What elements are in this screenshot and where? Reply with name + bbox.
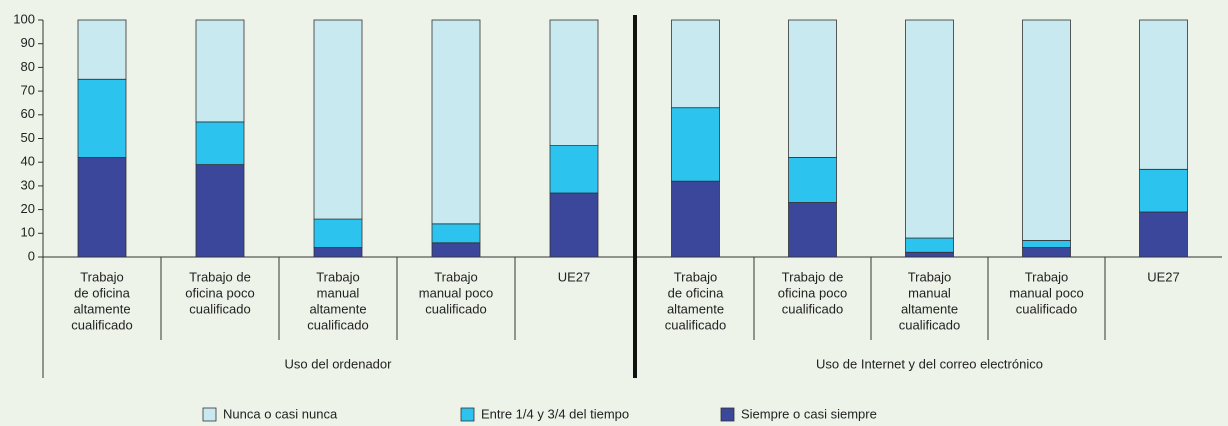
bar-segment: [671, 180, 720, 258]
x-tick-label: altamente: [73, 301, 130, 316]
bar-segment: [77, 19, 127, 80]
bar-segment: [549, 192, 599, 258]
x-tick-label: UE27: [558, 269, 591, 284]
bar-segment: [77, 78, 127, 158]
bar-segment: [195, 164, 245, 258]
x-tick-label: de oficina: [74, 285, 130, 300]
bar-segment: [1022, 240, 1071, 248]
y-tick-label: 100: [13, 11, 35, 26]
bar-segment: [788, 19, 837, 158]
y-tick-label: 60: [21, 106, 35, 121]
bar-segment: [905, 19, 954, 239]
x-tick-label: cualificado: [71, 317, 132, 332]
x-tick-label: cualificado: [899, 317, 960, 332]
x-tick-label: altamente: [901, 301, 958, 316]
bar-segment: [1139, 211, 1188, 258]
x-tick-label: cualificado: [425, 301, 486, 316]
bar-segment: [431, 223, 481, 244]
bar-segment: [905, 251, 954, 258]
bar-segment: [905, 237, 954, 253]
x-tick-label: Trabajo de: [782, 269, 844, 284]
group-label: Uso del ordenador: [285, 356, 393, 371]
x-tick-label: cualificado: [189, 301, 250, 316]
y-tick-label: 10: [21, 225, 35, 240]
bar-segment: [195, 121, 245, 165]
y-tick-label: 90: [21, 35, 35, 50]
x-tick-label: altamente: [309, 301, 366, 316]
x-tick-label: manual: [317, 285, 360, 300]
legend-label: Entre 1/4 y 3/4 del tiempo: [481, 406, 629, 421]
x-tick-label: cualificado: [307, 317, 368, 332]
bar-segment: [313, 218, 363, 248]
bar-segment: [313, 247, 363, 258]
bar-segment: [1022, 247, 1071, 258]
y-tick-label: 0: [28, 248, 35, 263]
x-tick-label: Trabajo: [80, 269, 124, 284]
group-label: Uso de Internet y del correo electrónico: [816, 356, 1043, 371]
legend-swatch: [720, 407, 735, 422]
bar-segment: [671, 19, 720, 109]
x-tick-label: manual: [908, 285, 951, 300]
bar-segment: [1022, 19, 1071, 241]
x-tick-label: altamente: [667, 301, 724, 316]
x-tick-label: Trabajo de: [189, 269, 251, 284]
y-tick-label: 20: [21, 201, 35, 216]
y-tick-label: 40: [21, 154, 35, 169]
legend-swatch: [460, 407, 475, 422]
y-tick-label: 50: [21, 130, 35, 145]
x-tick-label: UE27: [1147, 269, 1180, 284]
bar-segment: [788, 157, 837, 203]
bar-segment: [788, 202, 837, 258]
bar-segment: [549, 145, 599, 194]
x-tick-label: Trabajo: [674, 269, 718, 284]
bar-segment: [77, 157, 127, 258]
bar-segment: [549, 19, 599, 147]
x-tick-label: de oficina: [668, 285, 724, 300]
x-tick-label: manual poco: [1009, 285, 1083, 300]
x-tick-label: oficina poco: [185, 285, 254, 300]
bar-segment: [671, 107, 720, 182]
bar-segment: [431, 242, 481, 258]
x-tick-label: cualificado: [665, 317, 726, 332]
bar-segment: [195, 19, 245, 123]
bar-segment: [1139, 168, 1188, 213]
x-tick-label: Trabajo: [316, 269, 360, 284]
x-tick-label: cualificado: [782, 301, 843, 316]
x-tick-label: Trabajo: [1025, 269, 1069, 284]
legend-swatch: [202, 407, 217, 422]
x-tick-label: manual poco: [419, 285, 493, 300]
bar-segment: [313, 19, 363, 220]
y-tick-label: 80: [21, 59, 35, 74]
y-tick-label: 70: [21, 83, 35, 98]
legend-label: Siempre o casi siempre: [741, 406, 877, 421]
x-tick-label: Trabajo: [908, 269, 952, 284]
legend-label: Nunca o casi nunca: [223, 406, 338, 421]
bar-segment: [431, 19, 481, 225]
x-tick-label: Trabajo: [434, 269, 478, 284]
x-tick-label: cualificado: [1016, 301, 1077, 316]
y-tick-label: 30: [21, 177, 35, 192]
bar-segment: [1139, 19, 1188, 170]
x-tick-label: oficina poco: [778, 285, 847, 300]
